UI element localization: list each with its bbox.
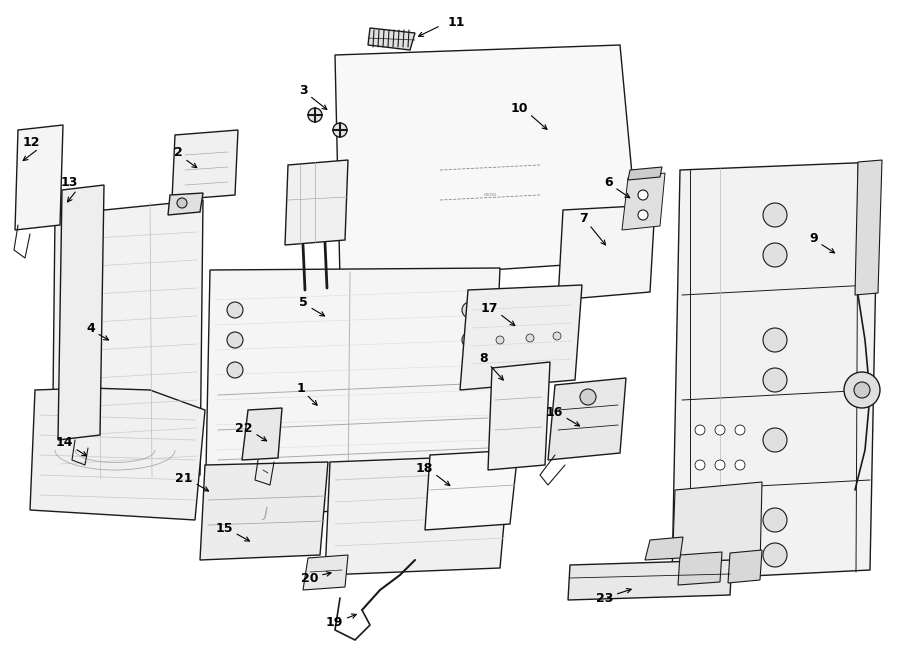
- Text: 22: 22: [236, 422, 253, 434]
- Polygon shape: [172, 130, 238, 200]
- Circle shape: [763, 508, 787, 532]
- Polygon shape: [168, 193, 203, 215]
- Polygon shape: [645, 537, 683, 560]
- Circle shape: [553, 332, 561, 340]
- Text: 3: 3: [300, 83, 308, 97]
- Polygon shape: [678, 552, 722, 585]
- Polygon shape: [335, 45, 640, 280]
- Text: 20: 20: [301, 572, 318, 584]
- Text: 18: 18: [416, 461, 433, 475]
- Circle shape: [462, 302, 478, 318]
- Circle shape: [763, 368, 787, 392]
- Circle shape: [580, 389, 596, 405]
- Circle shape: [854, 382, 870, 398]
- Polygon shape: [855, 160, 882, 295]
- Text: 21: 21: [176, 471, 193, 485]
- Text: oooo: oooo: [483, 192, 497, 198]
- Polygon shape: [672, 162, 878, 580]
- Circle shape: [735, 425, 745, 435]
- Polygon shape: [425, 450, 518, 530]
- Circle shape: [333, 123, 347, 137]
- Circle shape: [638, 190, 648, 200]
- Polygon shape: [242, 408, 282, 460]
- Text: 15: 15: [215, 522, 233, 535]
- Circle shape: [763, 543, 787, 567]
- Circle shape: [227, 362, 243, 378]
- Polygon shape: [568, 560, 732, 600]
- Circle shape: [695, 460, 705, 470]
- Polygon shape: [460, 285, 582, 390]
- Circle shape: [715, 460, 725, 470]
- Circle shape: [462, 362, 478, 378]
- Text: 2: 2: [175, 147, 183, 159]
- Circle shape: [308, 108, 322, 122]
- Circle shape: [496, 336, 504, 344]
- Text: 14: 14: [56, 436, 73, 449]
- Text: 8: 8: [480, 352, 488, 364]
- Text: 9: 9: [809, 231, 818, 245]
- Circle shape: [227, 302, 243, 318]
- Circle shape: [695, 425, 705, 435]
- Polygon shape: [205, 268, 500, 520]
- Polygon shape: [303, 555, 348, 590]
- Polygon shape: [672, 482, 762, 575]
- Circle shape: [177, 198, 187, 208]
- Circle shape: [763, 203, 787, 227]
- Circle shape: [715, 425, 725, 435]
- Polygon shape: [58, 185, 104, 440]
- Polygon shape: [628, 167, 662, 180]
- Circle shape: [227, 332, 243, 348]
- Polygon shape: [15, 125, 63, 230]
- Circle shape: [844, 372, 880, 408]
- Polygon shape: [368, 28, 415, 50]
- Polygon shape: [325, 455, 510, 575]
- Polygon shape: [728, 550, 762, 583]
- Circle shape: [763, 243, 787, 267]
- Circle shape: [763, 328, 787, 352]
- Text: 12: 12: [22, 137, 40, 149]
- Polygon shape: [548, 378, 626, 460]
- Text: 6: 6: [605, 176, 613, 188]
- Text: 7: 7: [580, 212, 588, 225]
- Polygon shape: [30, 388, 205, 520]
- Polygon shape: [488, 362, 550, 470]
- Polygon shape: [622, 173, 665, 230]
- Text: 4: 4: [86, 321, 95, 334]
- Text: 11: 11: [448, 15, 465, 28]
- Polygon shape: [558, 205, 655, 300]
- Circle shape: [763, 428, 787, 452]
- Text: 19: 19: [326, 617, 343, 629]
- Polygon shape: [200, 462, 328, 560]
- Polygon shape: [285, 160, 348, 245]
- Text: 23: 23: [596, 592, 613, 605]
- Circle shape: [462, 332, 478, 348]
- Text: 10: 10: [510, 102, 528, 114]
- Text: 5: 5: [299, 295, 308, 309]
- Text: 13: 13: [60, 176, 78, 190]
- Circle shape: [526, 334, 534, 342]
- Text: 17: 17: [481, 301, 498, 315]
- Text: J: J: [263, 506, 267, 520]
- Text: 1: 1: [296, 381, 305, 395]
- Circle shape: [638, 210, 648, 220]
- Polygon shape: [52, 200, 203, 490]
- Text: 16: 16: [545, 405, 563, 418]
- Circle shape: [735, 460, 745, 470]
